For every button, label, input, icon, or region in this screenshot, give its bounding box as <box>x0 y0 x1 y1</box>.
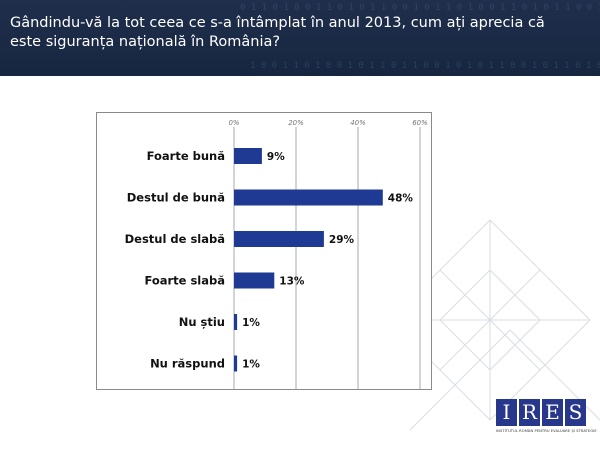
bar <box>234 355 238 372</box>
category-label: Destul de bună <box>127 191 225 205</box>
ires-logo: I R E S INSTITUTUL ROMÂN PENTRU EVALUARE… <box>496 399 597 441</box>
bar-chart: 0% 20% 40% 60% Foarte bună 9% Destul de bună 48… <box>125 119 428 389</box>
data-label: 1% <box>242 317 260 329</box>
svg-text:0 1 1 0 1 0 0 1 1 0 1 0 1 1 0: 0 1 1 0 1 0 0 1 1 0 1 0 1 1 0 0 1 0 1 1 … <box>240 3 600 13</box>
category-label: Nu răspund <box>150 357 225 371</box>
bar <box>234 231 324 247</box>
data-label: 13% <box>279 276 305 288</box>
x-tick-label: 60% <box>412 119 428 127</box>
x-tick-label: 40% <box>350 119 366 127</box>
chart-frame: 0% 20% 40% 60% Foarte bună 9% Destul de bună 48… <box>96 112 432 390</box>
data-label: 48% <box>388 193 414 205</box>
data-label: 29% <box>329 234 355 246</box>
category-label: Foarte bună <box>147 149 225 163</box>
category-label: Foarte slabă <box>144 274 225 288</box>
logo-tagline: INSTITUTUL ROMÂN PENTRU EVALUARE ȘI STRA… <box>496 429 597 433</box>
logo-letter: E <box>542 399 563 426</box>
data-label: 1% <box>242 359 260 371</box>
bar <box>234 272 275 289</box>
logo-letter: I <box>496 399 517 426</box>
background-decoration <box>389 219 600 431</box>
bar <box>234 148 262 164</box>
bar <box>234 314 238 330</box>
slide-header: 0 1 1 0 1 0 0 1 1 0 1 0 1 1 0 0 1 0 1 1 … <box>0 0 600 76</box>
logo-letter: S <box>565 399 586 426</box>
category-label: Nu știu <box>179 315 225 329</box>
data-label: 9% <box>267 151 285 163</box>
logo-letter: R <box>519 399 540 426</box>
header-pattern: 0 1 1 0 1 0 0 1 1 0 1 0 1 1 0 0 1 0 1 1 … <box>240 3 600 71</box>
svg-text:1 0 0 1 1 0 1 0 0 1 0 1 1 0 1: 1 0 0 1 1 0 1 0 0 1 0 1 1 0 1 1 0 0 1 0 … <box>250 61 600 71</box>
category-label: Destul de slabă <box>125 232 225 246</box>
slide-title: Gândindu-vă la tot ceea ce s-a întâmplat… <box>10 15 545 50</box>
bar <box>234 189 383 206</box>
x-tick-label: 0% <box>228 119 239 127</box>
x-tick-label: 20% <box>288 119 304 127</box>
